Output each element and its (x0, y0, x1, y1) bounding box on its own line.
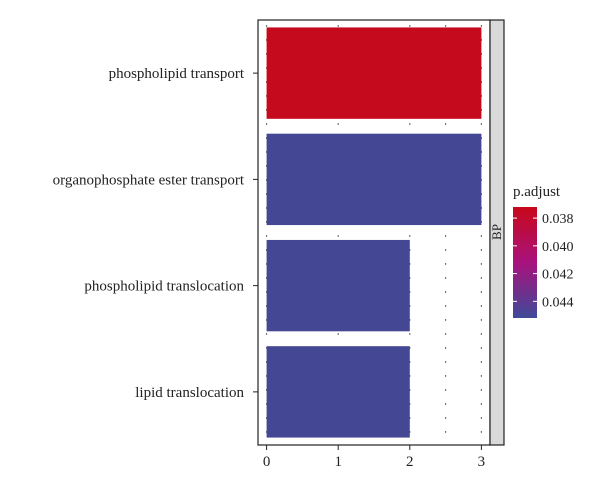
panel-dot (444, 361, 447, 363)
x-axis: 0 1 2 3 (263, 445, 485, 470)
category-label: phospholipid transport (109, 66, 245, 82)
panel-dot (480, 361, 483, 363)
panel-dot (409, 235, 411, 237)
legend-ticks: 0.038 0.040 0.042 0.044 (513, 212, 574, 310)
legend-tick-label: 0.042 (542, 268, 574, 283)
facet-label: BP (489, 224, 504, 240)
panel-dot (409, 333, 411, 335)
panel-dot (444, 249, 447, 251)
panel-dot (337, 333, 339, 335)
legend-colorbar (513, 207, 537, 318)
panel-dot (444, 263, 447, 265)
panel-dot (480, 123, 483, 125)
category-labels: phospholipid transport organophosphate es… (53, 66, 258, 401)
panel-dot (444, 389, 447, 391)
panel-dot (337, 235, 339, 237)
panel-dot (337, 25, 339, 27)
panel-dot (480, 291, 483, 293)
panel-dot (480, 375, 483, 377)
panel-dot (480, 235, 483, 237)
panel-dot (265, 25, 268, 27)
panel-dot (444, 431, 447, 433)
legend-tick-label: 0.044 (542, 295, 574, 310)
panel-dot (444, 277, 447, 279)
panel-dot (337, 123, 339, 125)
facet-strip (489, 19, 505, 446)
panel-dot (480, 277, 483, 279)
bars (266, 27, 482, 438)
legend-tick-label: 0.038 (542, 212, 574, 227)
category-label: phospholipid translocation (84, 279, 244, 295)
panel-dot (444, 235, 447, 237)
category-label: organophosphate ester transport (53, 172, 245, 188)
legend-tick-label: 0.040 (542, 240, 574, 255)
panel-dot (480, 403, 483, 405)
bar-phospholipid-translocation (266, 239, 410, 332)
panel-dot (480, 389, 483, 391)
panel-dot (265, 333, 268, 335)
panel-dot (480, 263, 483, 265)
panel-dot (265, 123, 268, 125)
panel-dot (444, 375, 447, 377)
panel-dot (480, 333, 483, 335)
panel-dot (444, 123, 447, 125)
panel-dot (480, 25, 483, 27)
bar-lipid-translocation (266, 346, 410, 438)
panel-dot (480, 319, 483, 321)
panel-dot (444, 25, 447, 27)
panel-dot (444, 333, 447, 335)
panel-dot (480, 249, 483, 251)
panel-dot (480, 347, 483, 349)
category-label: lipid translocation (135, 385, 244, 401)
panel-dot (480, 305, 483, 307)
x-tick-label: 0 (263, 454, 271, 470)
panel-dot (444, 305, 447, 307)
x-tick-label: 1 (334, 454, 342, 470)
panel-dot (265, 235, 268, 237)
panel-dot (444, 403, 447, 405)
panel-dot (444, 417, 447, 419)
bar-organophosphate-ester-transport (266, 133, 482, 226)
panel-dot (444, 291, 447, 293)
panel-dot (444, 347, 447, 349)
panel-dot (480, 417, 483, 419)
x-tick-label: 3 (478, 454, 486, 470)
x-tick-label: 2 (406, 454, 414, 470)
legend: p.adjust 0.038 0.040 0.042 0.044 (513, 184, 574, 318)
bar-phospholipid-transport (266, 27, 482, 119)
legend-title: p.adjust (513, 184, 561, 200)
panel-dot (409, 123, 411, 125)
panel-dot (444, 319, 447, 321)
panel-dot (480, 431, 483, 433)
panel-dot (409, 25, 411, 27)
